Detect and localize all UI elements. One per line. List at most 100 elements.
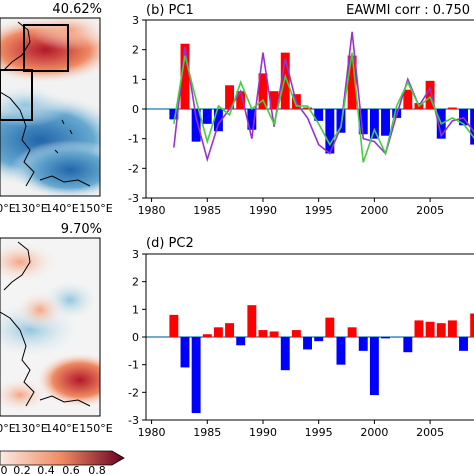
- bar: [470, 313, 474, 337]
- svg-text:130°E: 130°E: [14, 422, 47, 435]
- svg-text:140°E: 140°E: [45, 422, 78, 435]
- bar: [392, 337, 402, 338]
- bar: [314, 337, 324, 342]
- x-tick-label: 2000: [360, 204, 388, 217]
- bar: [258, 330, 268, 337]
- pc1-chart: (b) PC1 EAWMI corr : 0.750 3210-1-2-3198…: [128, 3, 474, 217]
- bar: [236, 337, 246, 346]
- bar: [258, 73, 268, 109]
- bar: [169, 109, 179, 120]
- x-tick-label: 1995: [305, 426, 333, 439]
- svg-text:0°E: 0°E: [0, 422, 16, 435]
- y-tick-label: 3: [132, 248, 139, 261]
- bar: [202, 334, 212, 337]
- plot-frame: [145, 253, 474, 421]
- region-box-north: [23, 24, 69, 72]
- bar: [236, 91, 246, 109]
- bar: [369, 109, 379, 139]
- bar: [180, 43, 190, 109]
- bar: [358, 337, 368, 351]
- bar: [381, 337, 390, 339]
- bar: [191, 109, 201, 142]
- bar: [414, 320, 424, 337]
- eof2-lon-ticks: 0°E 130°E 140°E 150°E: [0, 422, 113, 435]
- bar: [269, 331, 279, 337]
- bar: [403, 89, 413, 109]
- y-tick-label: 2: [132, 44, 139, 57]
- bar: [225, 323, 235, 337]
- coastline-philippines: [0, 91, 35, 187]
- y-tick-label: 0: [132, 331, 139, 344]
- colorbar: 0 0.2 0.4 0.6 0.8: [0, 450, 125, 474]
- svg-text:130°E: 130°E: [14, 202, 47, 215]
- bar: [403, 337, 413, 353]
- bar: [369, 337, 379, 396]
- bar: [325, 109, 335, 154]
- coastline-newguinea: [39, 175, 91, 187]
- bar: [336, 337, 346, 365]
- x-tick-label: 1985: [193, 426, 221, 439]
- svg-text:0.8: 0.8: [88, 464, 106, 474]
- bar: [459, 337, 468, 351]
- coastline-japan: [3, 21, 31, 71]
- eof2-map: 9.70% 0°E 130°E 140°E 150°E: [0, 222, 113, 435]
- y-tick-label: 3: [132, 14, 139, 27]
- y-tick-label: 1: [132, 303, 139, 316]
- svg-text:140°E: 140°E: [45, 202, 78, 215]
- bar: [269, 91, 279, 109]
- series-line-1: [173, 52, 474, 163]
- bar: [447, 320, 457, 337]
- bar: [213, 327, 223, 337]
- bar: [247, 305, 257, 337]
- svg-text:0.4: 0.4: [37, 464, 55, 474]
- svg-text:150°E: 150°E: [79, 422, 112, 435]
- bar: [280, 52, 290, 109]
- bar: [358, 109, 368, 135]
- x-tick-label: 1985: [193, 204, 221, 217]
- eof2-variance: 9.70%: [61, 222, 102, 237]
- bar: [314, 109, 324, 121]
- bar: [303, 107, 312, 109]
- bar: [303, 337, 312, 350]
- x-tick-label: 1995: [305, 204, 333, 217]
- bar: [425, 321, 435, 337]
- svg-text:0.6: 0.6: [62, 464, 80, 474]
- y-tick-label: -2: [128, 386, 139, 399]
- bar: [381, 109, 390, 136]
- region-box-south: [0, 69, 33, 121]
- y-tick-label: -1: [128, 359, 139, 372]
- eof1-map: 40.62% 0°E 130°E 140°E 150°E: [0, 2, 113, 215]
- bar: [247, 109, 257, 130]
- svg-text:0: 0: [1, 464, 8, 474]
- bar: [325, 317, 335, 337]
- pc1-title: (b) PC1: [146, 3, 194, 18]
- svg-text:150°E: 150°E: [79, 202, 112, 215]
- bar: [280, 337, 290, 371]
- x-tick-label: 2005: [416, 204, 444, 217]
- bar: [425, 80, 435, 109]
- plot-frame: [145, 19, 474, 199]
- bar: [213, 109, 223, 132]
- x-tick-label: 1980: [138, 426, 166, 439]
- x-tick-label: 1990: [249, 204, 277, 217]
- y-tick-label: 0: [132, 103, 139, 116]
- y-tick-label: -3: [128, 192, 139, 205]
- bar: [225, 85, 235, 109]
- bar: [191, 337, 201, 414]
- y-tick-label: -2: [128, 162, 139, 175]
- eof1-variance: 40.62%: [52, 2, 102, 17]
- x-tick-label: 2005: [416, 426, 444, 439]
- svg-text:0.2: 0.2: [13, 464, 31, 474]
- bar: [470, 109, 474, 145]
- y-tick-label: -3: [128, 414, 139, 427]
- x-tick-label: 1980: [138, 204, 166, 217]
- bar: [436, 323, 446, 337]
- y-tick-label: 1: [132, 73, 139, 86]
- bar: [347, 327, 357, 337]
- eof1-lon-ticks: 0°E 130°E 140°E 150°E: [0, 202, 113, 215]
- y-tick-label: -1: [128, 133, 139, 146]
- svg-text:0°E: 0°E: [0, 202, 16, 215]
